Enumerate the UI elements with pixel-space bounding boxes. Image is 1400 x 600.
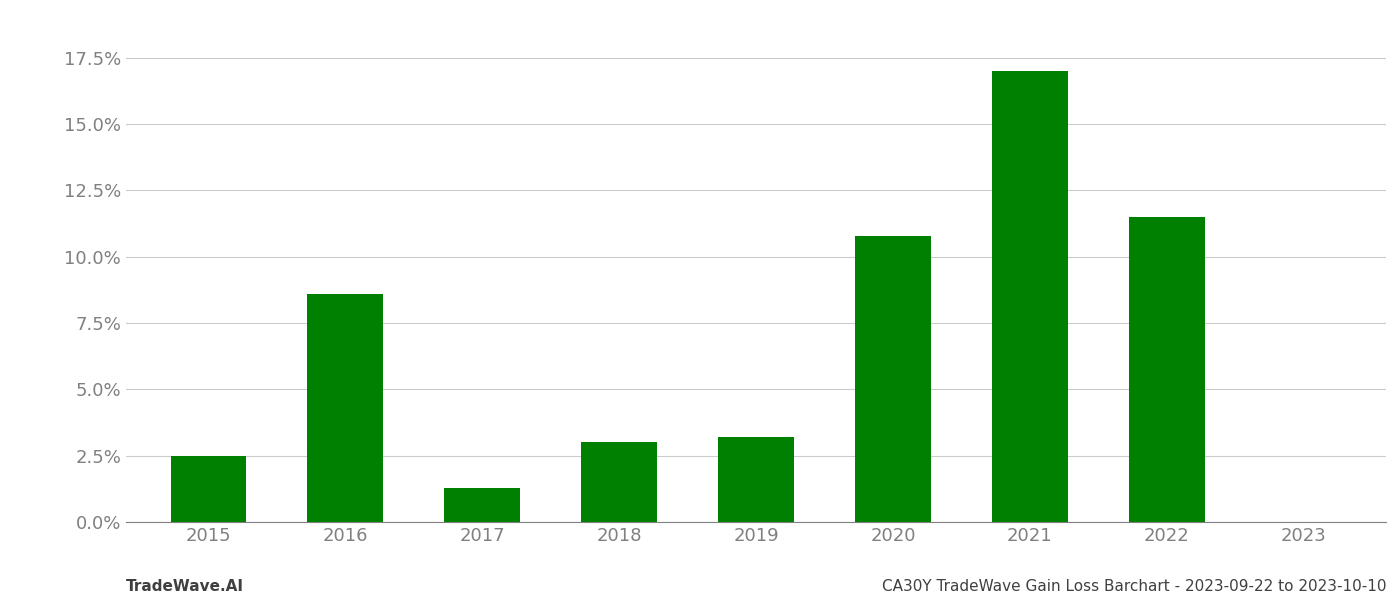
- Bar: [855, 236, 931, 522]
- Bar: [718, 437, 794, 522]
- Bar: [308, 294, 382, 522]
- Text: CA30Y TradeWave Gain Loss Barchart - 2023-09-22 to 2023-10-10: CA30Y TradeWave Gain Loss Barchart - 202…: [882, 579, 1386, 594]
- Text: TradeWave.AI: TradeWave.AI: [126, 579, 244, 594]
- Bar: [581, 442, 657, 522]
- Bar: [171, 455, 246, 522]
- Bar: [1130, 217, 1204, 522]
- Bar: [444, 488, 519, 522]
- Bar: [993, 71, 1068, 522]
